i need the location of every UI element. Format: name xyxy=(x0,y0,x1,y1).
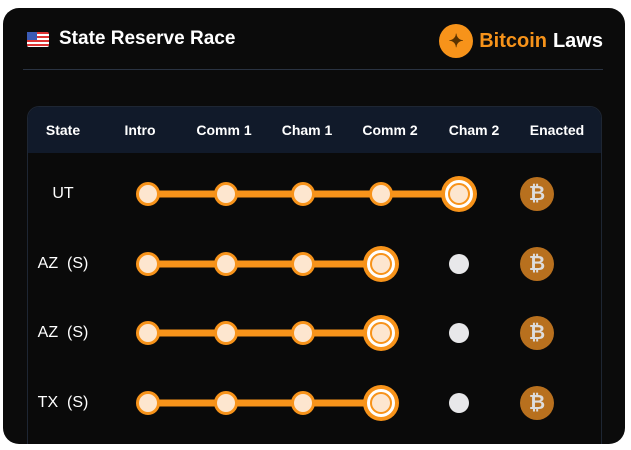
completed-stage-dot[interactable] xyxy=(214,321,238,345)
state-label: TX (S) xyxy=(37,394,89,411)
pending-stage-dot[interactable] xyxy=(449,254,469,274)
bitcoin-enacted-icon: ₿ xyxy=(520,177,554,211)
completed-stage-dot[interactable] xyxy=(291,321,315,345)
completed-stage-dot[interactable] xyxy=(369,182,393,206)
pending-stage-dot[interactable] xyxy=(449,393,469,413)
completed-stage-dot[interactable] xyxy=(291,182,315,206)
bitcoin-enacted-icon: ₿ xyxy=(520,316,554,350)
us-flag-icon xyxy=(27,31,49,47)
brand-rest: Laws xyxy=(552,29,603,52)
completed-stage-dot[interactable] xyxy=(214,182,238,206)
state-label: AZ (S) xyxy=(37,324,89,341)
completed-stage-dot[interactable] xyxy=(136,252,160,276)
state-label: AZ (S) xyxy=(37,255,89,272)
column-header-state: State xyxy=(45,122,81,138)
brand-accent: Bitcoin xyxy=(479,29,547,52)
eagle-seal-icon: ✦ xyxy=(439,24,474,58)
column-header-cham-2: Cham 2 xyxy=(448,122,500,138)
completed-stage-dot[interactable] xyxy=(136,321,160,345)
column-header-intro: Intro xyxy=(124,122,156,138)
state-reserve-race-card: State Reserve Race ✦ Bitcoin Laws State I… xyxy=(3,8,625,444)
current-stage-marker[interactable] xyxy=(367,389,395,417)
current-stage-marker[interactable] xyxy=(367,250,395,278)
bitcoin-enacted-icon: ₿ xyxy=(520,247,554,281)
completed-stage-dot[interactable] xyxy=(214,252,238,276)
page-title: State Reserve Race xyxy=(59,28,236,49)
header-divider xyxy=(23,69,603,70)
column-header-comm-2: Comm 2 xyxy=(362,122,418,138)
current-stage-marker[interactable] xyxy=(445,180,473,208)
pending-stage-dot[interactable] xyxy=(449,323,469,343)
bitcoin-laws-logo[interactable]: ✦ Bitcoin Laws xyxy=(439,24,603,58)
column-header-comm-1: Comm 1 xyxy=(196,122,252,138)
bitcoin-enacted-icon: ₿ xyxy=(520,386,554,420)
completed-stage-dot[interactable] xyxy=(214,391,238,415)
progress-line xyxy=(148,399,381,407)
current-stage-marker[interactable] xyxy=(367,319,395,347)
state-label: UT xyxy=(52,185,74,202)
completed-stage-dot[interactable] xyxy=(291,391,315,415)
column-header-cham-1: Cham 1 xyxy=(281,122,333,138)
table-header: State Intro Comm 1 Cham 1 Comm 2 Cham 2 Enacte… xyxy=(28,107,601,153)
completed-stage-dot[interactable] xyxy=(291,252,315,276)
column-header-enacted: Enacted xyxy=(529,122,585,138)
progress-line xyxy=(148,329,381,337)
race-table: State Intro Comm 1 Cham 1 Comm 2 Cham 2 Enacte… xyxy=(27,106,602,444)
progress-line xyxy=(148,260,381,268)
header-title-group: State Reserve Race xyxy=(27,28,235,50)
completed-stage-dot[interactable] xyxy=(136,182,160,206)
completed-stage-dot[interactable] xyxy=(136,391,160,415)
